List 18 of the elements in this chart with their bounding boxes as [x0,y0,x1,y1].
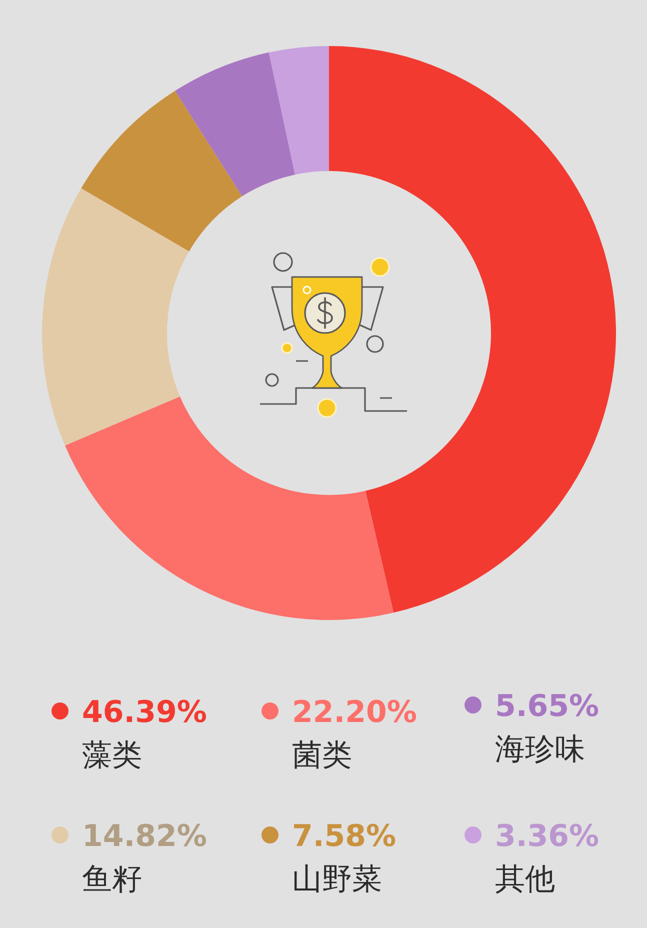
legend-label: 藻类 [82,738,142,773]
legend-label: 菌类 [292,738,352,773]
legend-label: 海珍味 [495,732,585,767]
legend-label: 山野菜 [292,862,382,897]
donut-slice [64,396,394,620]
data-label: 3.36% [495,819,600,854]
donut-slice [42,188,190,446]
donut-slice [81,90,242,252]
data-label: 22.20% [292,695,417,730]
donut-slice [268,46,329,175]
data-label: 14.82% [82,819,207,854]
donut-slice [329,46,616,613]
donut-slice [175,52,296,196]
legend-label: 鱼籽 [82,862,142,897]
data-label: 46.39% [82,695,207,730]
data-label: 7.58% [292,819,396,854]
data-label: 5.65% [495,689,600,724]
legend-label: 其他 [495,862,555,897]
